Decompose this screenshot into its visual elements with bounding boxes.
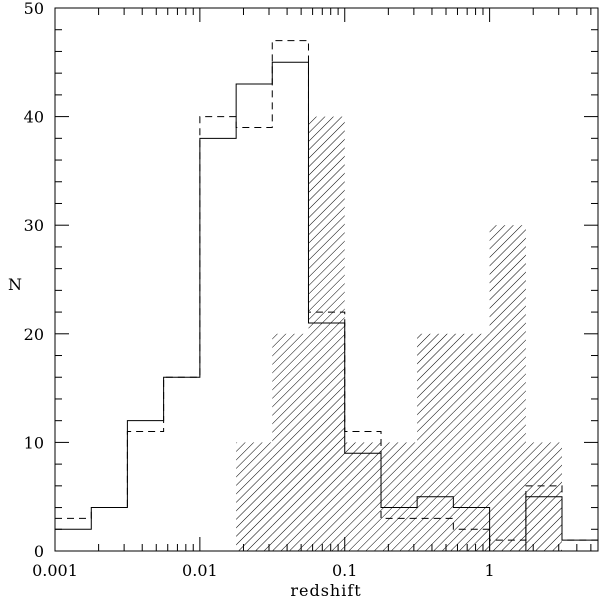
x-tick-label: 1 [485, 561, 495, 580]
y-tick-label: 30 [24, 216, 44, 235]
hatched-bar [272, 333, 309, 551]
y-tick-label: 0 [34, 542, 44, 561]
y-tick-label: 50 [24, 0, 44, 18]
hatched-bar [236, 442, 273, 551]
x-axis-title: redshift [290, 581, 361, 600]
y-tick-label: 10 [24, 433, 44, 452]
x-tick-label: 0.001 [32, 561, 78, 580]
x-tick-label: 0.01 [182, 561, 218, 580]
hatched-bar [489, 225, 526, 551]
y-tick-label: 40 [24, 108, 44, 127]
y-tick-label: 20 [24, 325, 44, 344]
plot-frame [54, 7, 599, 552]
x-tick-label: 0.1 [332, 561, 357, 580]
x-axis: 0.001 0.01 0.1 1 [32, 8, 592, 580]
hatched-bar [344, 442, 382, 551]
hatched-histogram [236, 116, 562, 551]
hatched-bar [381, 442, 418, 551]
y-axis-title: N [8, 275, 23, 294]
hatched-bar [308, 116, 345, 551]
hatched-bar [417, 333, 454, 551]
hatched-bar [453, 333, 490, 551]
y-axis: 0 10 20 30 40 50 [24, 0, 598, 561]
